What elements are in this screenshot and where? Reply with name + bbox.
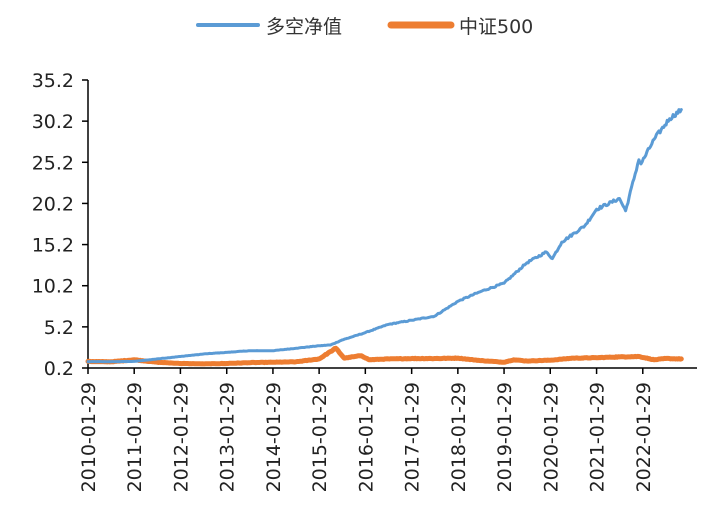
x-tick-label: 2013-01-29 [217,382,239,492]
x-tick-label: 2021-01-29 [587,382,609,492]
x-tick-label: 2019-01-29 [494,382,516,492]
y-axis: 0.2 5.2 10.2 15.2 20.2 25.2 30.2 35.2 [32,70,89,380]
y-tick-label: 25.2 [32,152,74,174]
x-tick-label: 2020-01-29 [540,382,562,492]
x-tick-label: 2022-01-29 [633,382,655,492]
x-tick-label: 2018-01-29 [448,382,470,492]
x-tick-label: 2014-01-29 [263,382,285,492]
x-tick-label: 2011-01-29 [124,382,146,492]
legend-label-1: 中证500 [459,16,533,38]
series-line-1 [85,345,684,367]
y-tick-label: 20.2 [32,193,74,215]
y-tick-label: 15.2 [32,235,74,257]
y-tick-label: 35.2 [32,70,74,92]
x-tick-label: 2017-01-29 [402,382,424,492]
x-tick-label: 2010-01-29 [78,382,100,492]
x-tick-label: 2012-01-29 [170,382,192,492]
y-tick-label: 5.2 [44,317,74,339]
legend-label-0: 多空净值 [266,16,342,38]
x-tick-label: 2015-01-29 [309,382,331,492]
y-tick-label: 10.2 [32,276,74,298]
x-tick-label: 2016-01-29 [355,382,377,492]
legend: 多空净值 中证500 [196,16,533,38]
plot-lines [85,108,684,367]
x-axis: 2010-01-29 2011-01-29 2012-01-29 2013-01-29… [78,367,697,492]
y-tick-label: 30.2 [32,111,74,133]
series-line-0 [86,108,683,364]
y-tick-label: 0.2 [44,358,74,380]
